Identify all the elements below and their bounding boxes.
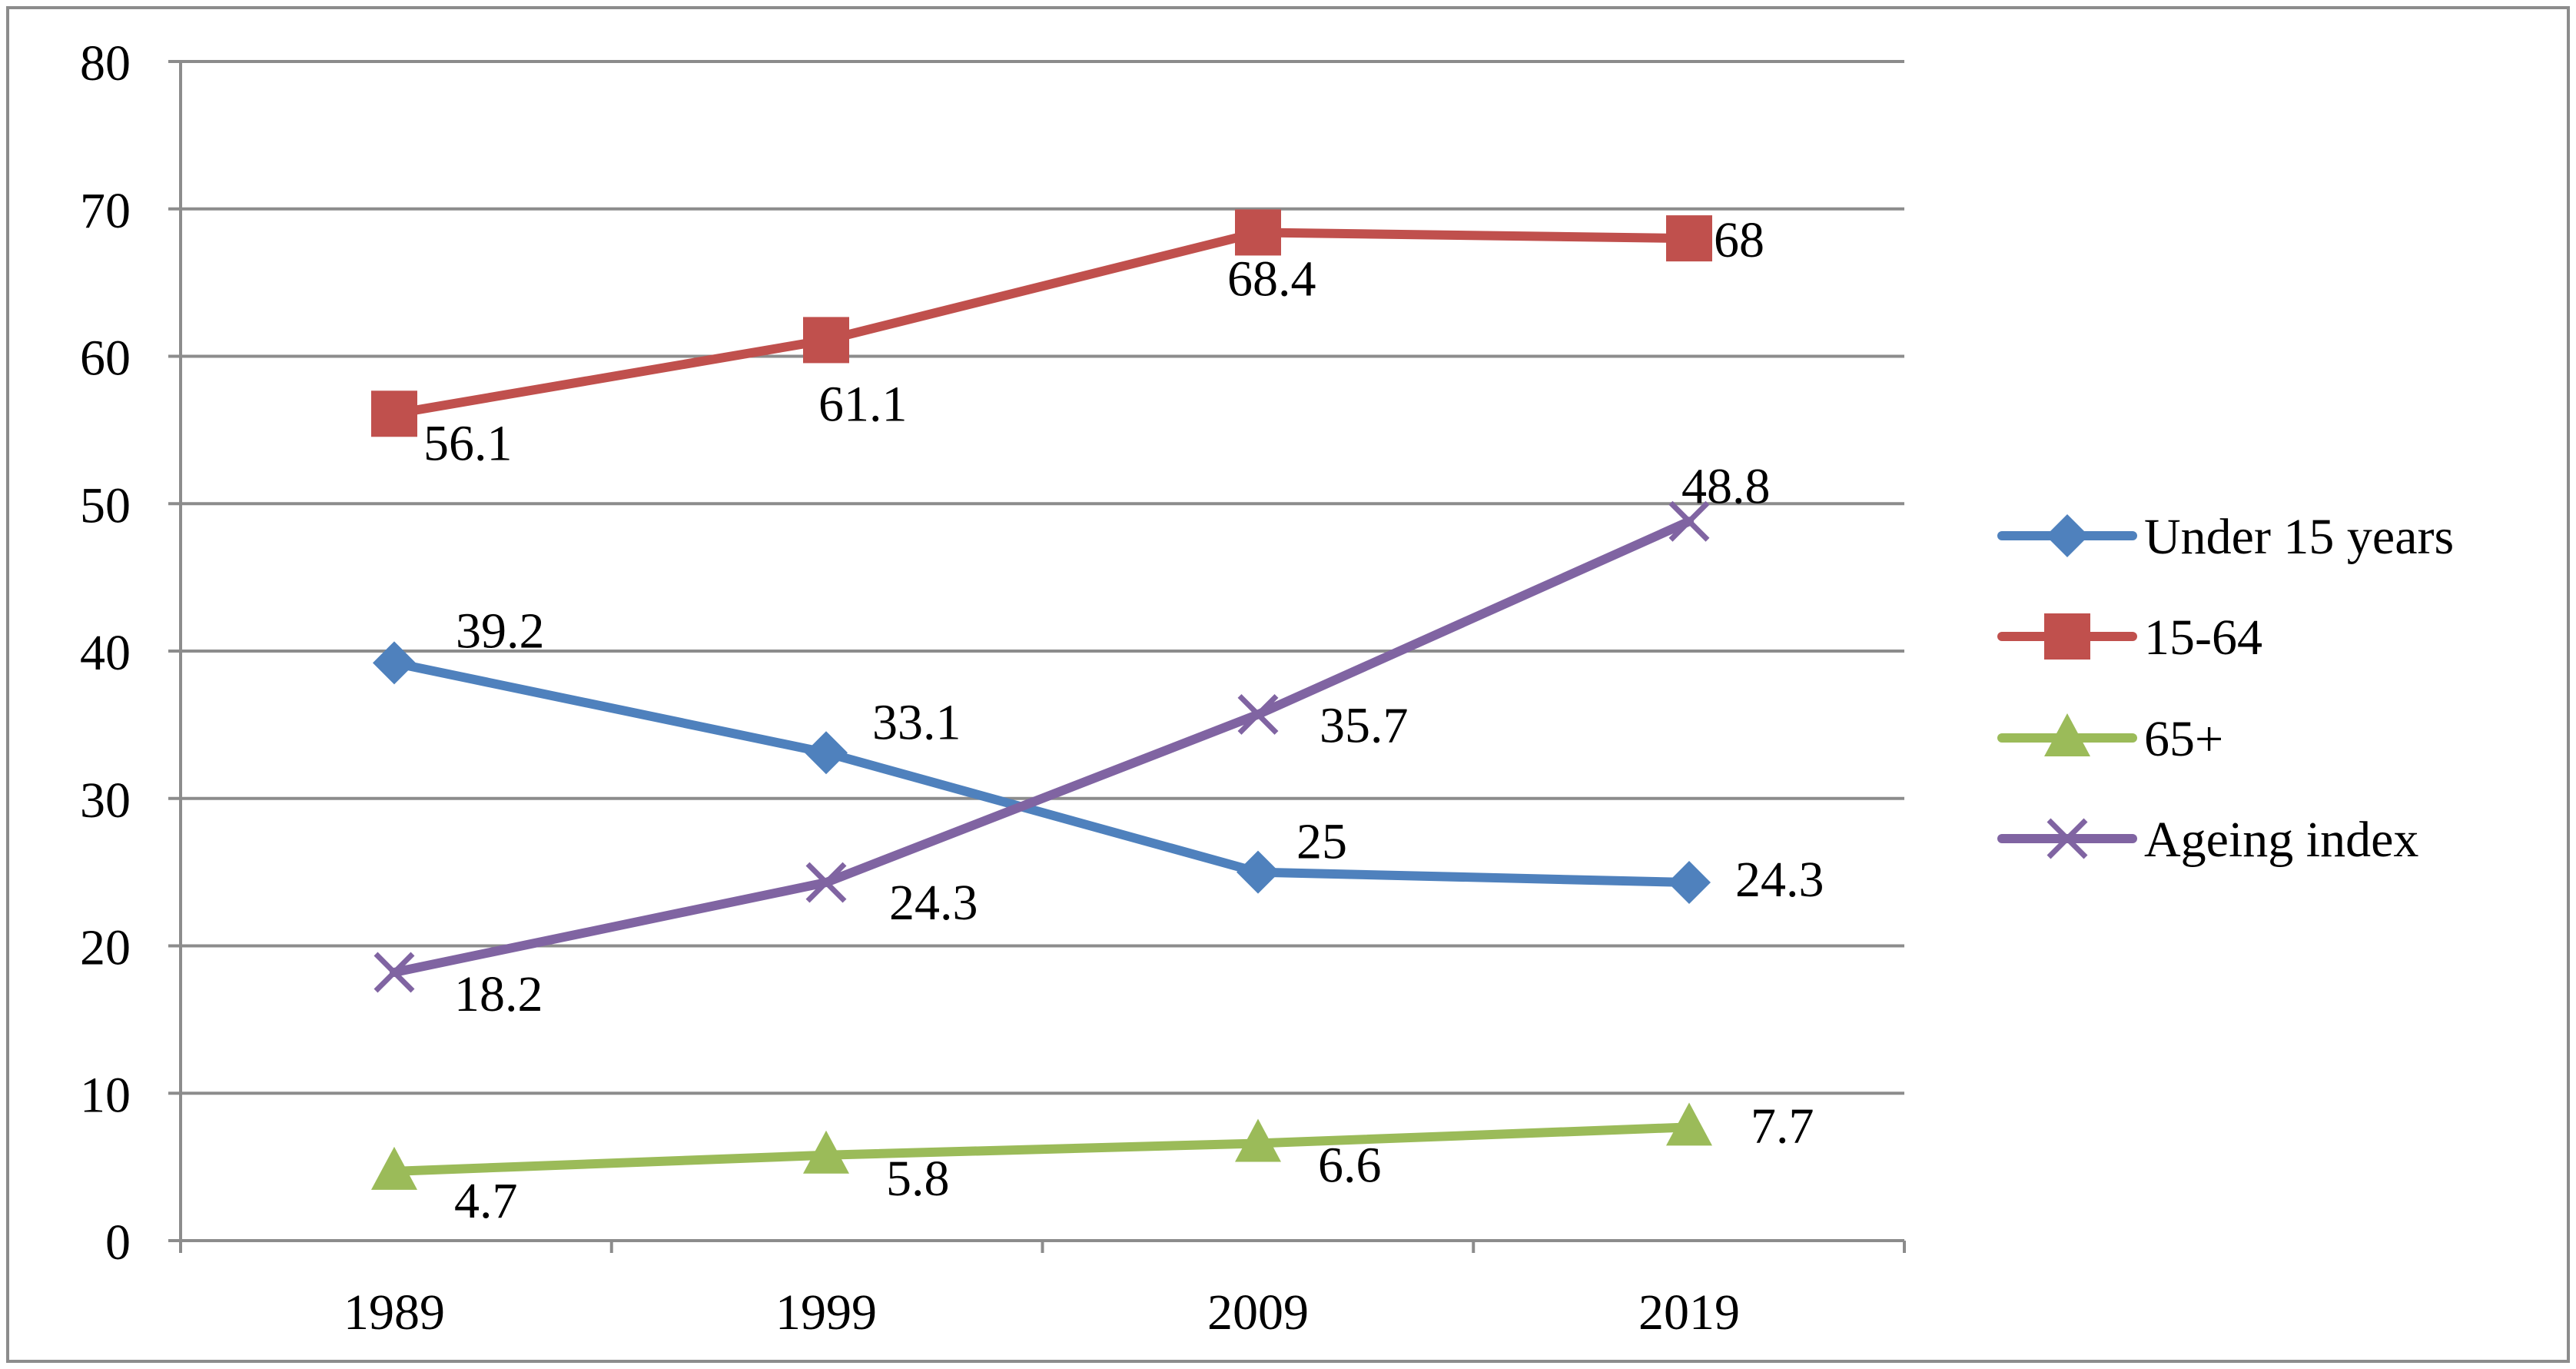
triangle-marker	[803, 1130, 849, 1174]
data-point-under-15-years	[1237, 850, 1280, 894]
data-label-under-15-years: 25	[1296, 814, 1347, 870]
y-tick-label: 30	[80, 773, 131, 829]
data-point-15-64	[1235, 209, 1281, 256]
data-point-ageing-index	[1237, 693, 1279, 735]
data-point-65	[1666, 1102, 1712, 1146]
data-label-ageing-index: 48.8	[1681, 458, 1771, 514]
data-point-65	[371, 1146, 417, 1190]
diamond-marker	[2046, 514, 2089, 557]
square-marker	[1235, 209, 1281, 256]
x-marker-stroke	[1237, 693, 1279, 735]
series-layer	[371, 209, 1712, 1190]
data-labels: 39.2 33.1 25 24.3 56.1 61.1 68.4 68 4.7 5.8 6.6 7.7…	[423, 212, 1824, 1229]
data-point-65	[1235, 1118, 1281, 1162]
y-tick-label: 20	[80, 920, 131, 976]
data-label-15-64: 68.4	[1227, 251, 1316, 307]
data-point-ageing-index	[1668, 500, 1710, 542]
series-line-under-15-years	[390, 658, 1694, 888]
data-label-65: 7.7	[1751, 1098, 1814, 1154]
x-marker-stroke	[1668, 500, 1710, 542]
y-tick-label: 60	[80, 331, 131, 387]
data-label-65: 5.8	[886, 1151, 950, 1207]
gridlines	[181, 60, 1904, 1095]
triangle-marker	[1235, 1118, 1281, 1162]
legend-entry-65: 65+	[1997, 711, 2223, 767]
y-tick-label: 10	[80, 1067, 131, 1123]
data-label-ageing-index: 24.3	[889, 875, 978, 931]
data-label-under-15-years: 33.1	[872, 694, 961, 750]
data-label-65: 4.7	[454, 1173, 518, 1229]
data-point-ageing-index	[805, 862, 847, 903]
data-point-under-15-years	[373, 641, 416, 685]
triangle-marker	[1666, 1102, 1712, 1146]
triangle-marker	[371, 1146, 417, 1190]
data-point-ageing-index	[373, 952, 415, 993]
y-tick-label: 50	[80, 477, 131, 533]
diamond-marker	[1668, 861, 1711, 905]
data-label-under-15-years: 24.3	[1735, 852, 1824, 908]
data-label-15-64: 68	[1714, 212, 1764, 268]
triangle-marker	[2044, 713, 2090, 756]
data-label-under-15-years: 39.2	[456, 603, 545, 659]
y-tick-label: 0	[105, 1214, 131, 1271]
series-line-65	[390, 1122, 1694, 1176]
data-label-ageing-index: 18.2	[454, 966, 543, 1022]
y-tick-label: 80	[80, 35, 131, 91]
data-point-under-15-years	[1668, 861, 1711, 905]
data-label-15-64: 61.1	[818, 376, 908, 432]
diamond-marker	[373, 641, 416, 685]
diamond-marker	[805, 731, 848, 775]
data-point-15-64	[1666, 215, 1712, 262]
square-marker	[2044, 613, 2090, 660]
x-marker-stroke	[2047, 818, 2088, 859]
square-marker	[1666, 215, 1712, 262]
data-point-65	[803, 1130, 849, 1174]
data-label-15-64: 56.1	[423, 415, 513, 471]
legend-label: 15-64	[2144, 610, 2262, 666]
legend-label: 65+	[2144, 711, 2223, 767]
x-tick-label: 1989	[344, 1284, 445, 1341]
x-tick-label: 2009	[1207, 1284, 1309, 1341]
square-marker	[371, 390, 417, 437]
series-line-15-64	[390, 228, 1694, 419]
x-marker-stroke	[805, 862, 847, 903]
legend-entry-under-15-years: Under 15 years	[1997, 509, 2454, 565]
axes: 0 10 20 30 40 50 60 70 80 1989 1999 2009 2019	[80, 35, 1906, 1341]
legend-entry-15-64: 15-64	[1997, 610, 2262, 666]
x-tick-label: 1999	[775, 1284, 877, 1341]
legend-label: Under 15 years	[2144, 509, 2454, 565]
diamond-marker	[1237, 850, 1280, 894]
legend: Under 15 years 15-64 65+ Ageing index	[1997, 509, 2454, 868]
y-tick-label: 70	[80, 183, 131, 239]
legend-entry-ageing-index: Ageing index	[1997, 812, 2418, 868]
series-line-ageing-index	[390, 517, 1694, 978]
data-point-15-64	[371, 390, 417, 437]
data-label-65: 6.6	[1318, 1137, 1382, 1193]
square-marker	[803, 317, 849, 364]
data-point-15-64	[803, 317, 849, 364]
data-label-ageing-index: 35.7	[1320, 697, 1409, 753]
y-tick-label: 40	[80, 625, 131, 681]
legend-label: Ageing index	[2144, 812, 2418, 868]
x-tick-label: 2019	[1638, 1284, 1740, 1341]
x-marker-stroke	[373, 952, 415, 993]
data-point-under-15-years	[805, 731, 848, 775]
